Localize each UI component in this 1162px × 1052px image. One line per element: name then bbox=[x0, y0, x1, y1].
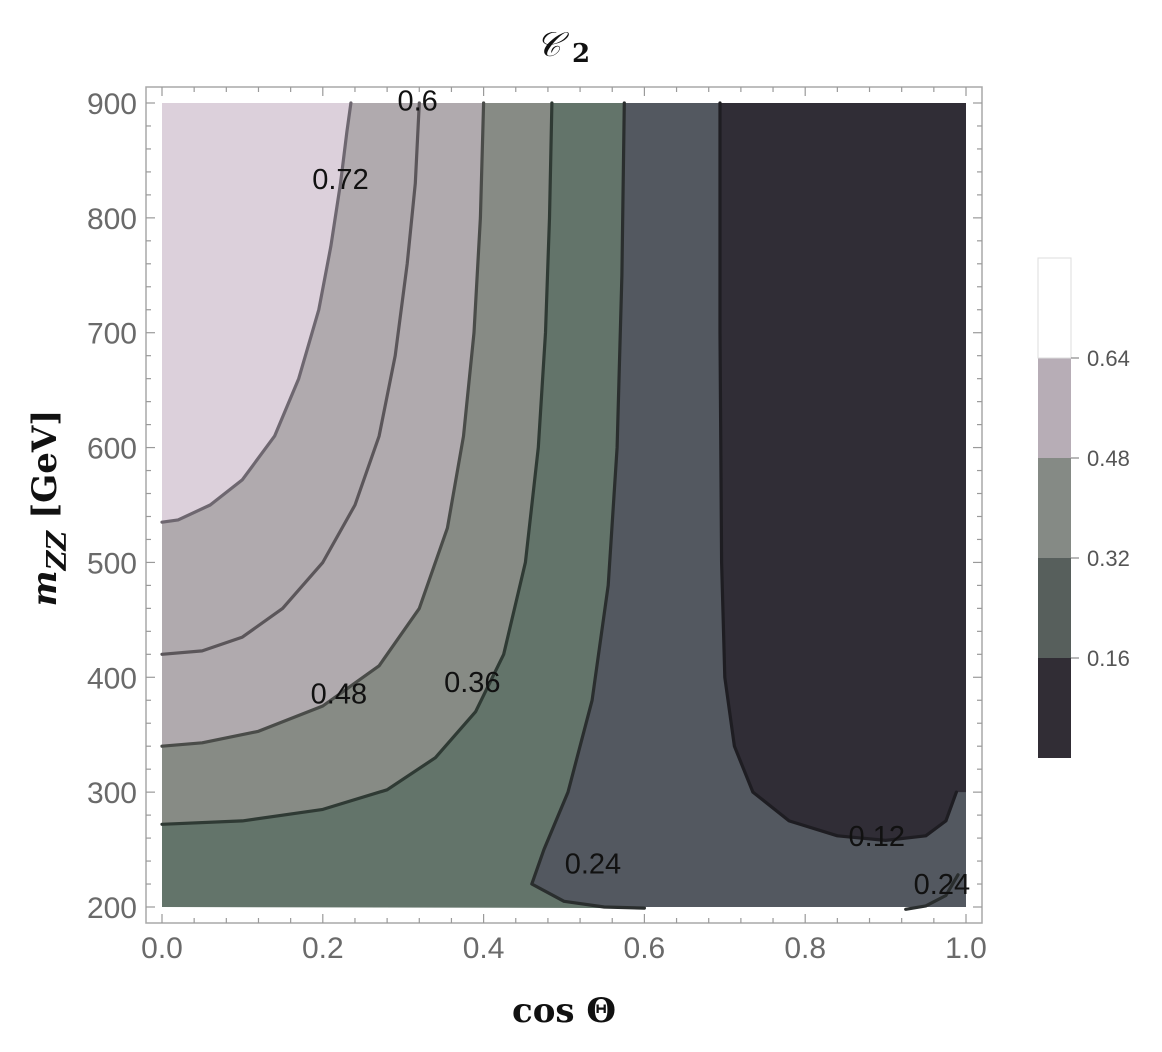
legend-swatch bbox=[1038, 258, 1071, 358]
contour-label: 0.36 bbox=[444, 667, 500, 699]
y-tick-labels: 200 300 400 500 600 700 800 900 bbox=[87, 88, 137, 925]
legend-swatch bbox=[1038, 558, 1071, 658]
band-fill-high-corner bbox=[162, 103, 420, 655]
y-tick-label: 400 bbox=[87, 662, 137, 695]
y-tick-label: 900 bbox=[87, 88, 137, 121]
contour-label: 0.24 bbox=[914, 869, 970, 901]
legend-label: 0.48 bbox=[1087, 446, 1130, 471]
band-fill-mid bbox=[162, 103, 645, 909]
contour-labels: 0.6 0.72 0.48 0.36 0.24 0.12 0.24 bbox=[311, 86, 970, 901]
band-fill-top-corner bbox=[162, 103, 351, 523]
band-fill-lowest bbox=[720, 103, 966, 841]
svg-text:mZZ[GeV]: mZZ [GeV] bbox=[25, 410, 73, 607]
legend-label: 0.32 bbox=[1087, 546, 1130, 571]
y-tick-label: 300 bbox=[87, 777, 137, 810]
contour-line-0-24 bbox=[530, 101, 646, 910]
y-tick-label: 700 bbox=[87, 318, 137, 351]
chart-title: 𝒞 2 bbox=[536, 25, 590, 69]
legend-swatch-border bbox=[1037, 257, 1072, 359]
legend-label: 0.64 bbox=[1087, 346, 1130, 371]
y-tick-label: 800 bbox=[87, 203, 137, 236]
x-tick-label: 0.6 bbox=[624, 932, 666, 965]
x-tick-labels: 0.0 0.2 0.4 0.6 0.8 1.0 bbox=[141, 932, 987, 965]
x-tick-label: 0.2 bbox=[302, 932, 344, 965]
legend-swatch bbox=[1038, 658, 1071, 758]
y-tick-label: 200 bbox=[87, 892, 137, 925]
plot-frame-border bbox=[145, 86, 983, 924]
contour-lines bbox=[160, 101, 960, 911]
x-tick-label: 0.4 bbox=[463, 932, 505, 965]
contour-line-0-72 bbox=[160, 101, 353, 524]
y-axis-label-main: m bbox=[25, 570, 65, 606]
chart-title-main: 𝒞 bbox=[536, 25, 570, 65]
legend-label: 0.16 bbox=[1087, 646, 1130, 671]
color-legend: 0.64 0.48 0.32 0.16 bbox=[1037, 257, 1130, 758]
contour-label: 0.12 bbox=[849, 821, 905, 853]
contour-line-0-24 bbox=[904, 873, 960, 911]
y-tick-label: 600 bbox=[87, 433, 137, 466]
contour-line-0-12 bbox=[718, 101, 958, 842]
contour-line-0-48 bbox=[160, 101, 486, 748]
contour-line-0-36 bbox=[160, 101, 554, 826]
chart-title-subscript: 2 bbox=[572, 39, 590, 69]
y-tick-label: 500 bbox=[87, 547, 137, 580]
x-tick-label: 0.8 bbox=[784, 932, 826, 965]
y-axis-label: mZZ [GeV] bbox=[25, 410, 73, 607]
contour-label: 0.6 bbox=[398, 86, 438, 118]
plot-region bbox=[162, 103, 966, 909]
contour-label: 0.72 bbox=[312, 164, 368, 196]
contour-label: 0.24 bbox=[565, 848, 621, 880]
legend-swatch bbox=[1038, 458, 1071, 558]
x-tick-label: 0.0 bbox=[141, 932, 183, 965]
contour-line-0-6 bbox=[160, 101, 421, 656]
contour-label: 0.48 bbox=[311, 678, 367, 710]
band-fill-mid-high bbox=[162, 103, 552, 907]
y-axis-label-subscript: ZZ bbox=[42, 530, 73, 572]
x-axis-label: cos Θ bbox=[512, 991, 616, 1031]
plot-frame bbox=[145, 86, 983, 924]
x-tick-label: 1.0 bbox=[945, 932, 987, 965]
y-axis-label-unit: [GeV] bbox=[25, 410, 65, 519]
legend-swatch bbox=[1038, 358, 1071, 458]
